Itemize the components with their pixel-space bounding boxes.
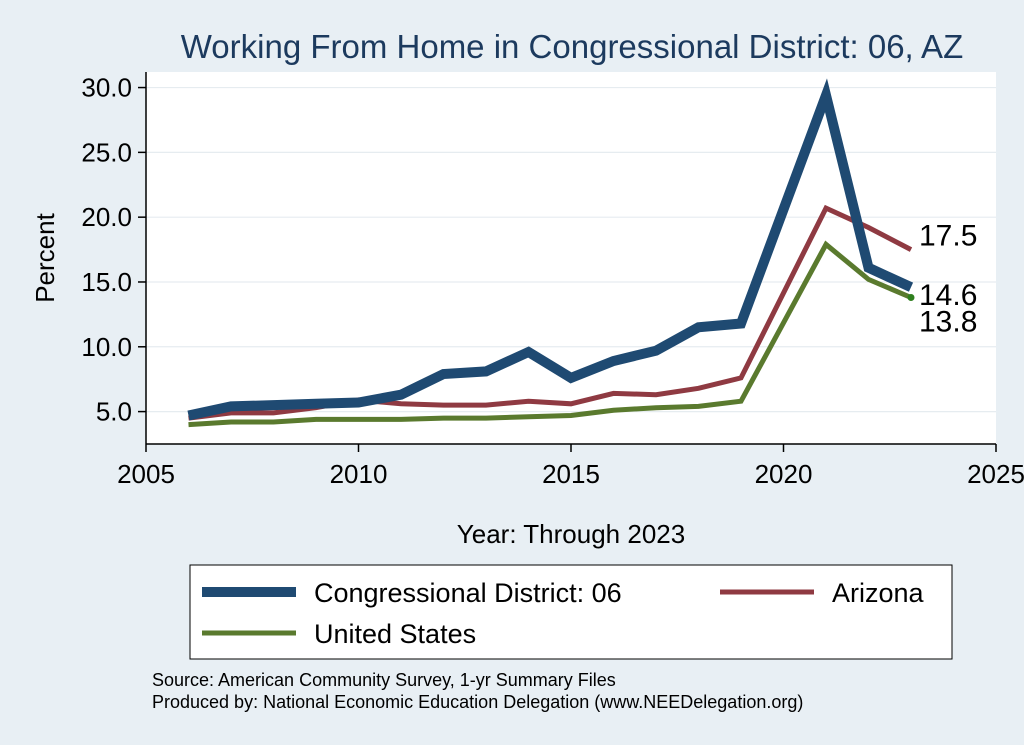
legend-box bbox=[189, 564, 953, 660]
chart-title: Working From Home in Congressional Distr… bbox=[181, 28, 963, 65]
end-label-arizona: 17.5 bbox=[919, 220, 977, 253]
series-end-marker bbox=[907, 294, 915, 302]
end-labels: 14.6 17.5 13.8 bbox=[919, 220, 977, 339]
y-axis-label: Percent bbox=[30, 212, 60, 302]
footer-source: Source: American Community Survey, 1-yr … bbox=[152, 670, 616, 690]
y-tick-label: 15.0 bbox=[81, 267, 132, 297]
x-tick-label: 2015 bbox=[542, 459, 600, 489]
series-layer bbox=[187, 78, 915, 428]
y-tick-label: 20.0 bbox=[81, 202, 132, 232]
end-label-district: 14.6 bbox=[919, 279, 977, 312]
x-tick-label: 2020 bbox=[755, 459, 813, 489]
legend: Congressional District: 06 Arizona Unite… bbox=[189, 564, 953, 660]
y-tick-label: 30.0 bbox=[81, 73, 132, 103]
x-tick-label: 2025 bbox=[967, 459, 1024, 489]
y-tick-label: 10.0 bbox=[81, 332, 132, 362]
series-line-district bbox=[187, 78, 914, 421]
y-axis-ticks: 5.0 10.0 15.0 20.0 25.0 30.0 bbox=[81, 73, 146, 427]
legend-label-district: Congressional District: 06 bbox=[314, 578, 622, 608]
series-line-united-states bbox=[188, 240, 912, 428]
x-tick-label: 2010 bbox=[330, 459, 388, 489]
y-tick-label: 25.0 bbox=[81, 137, 132, 167]
x-axis-ticks: 2005 2010 2015 2020 2025 bbox=[117, 444, 1024, 489]
legend-label-united-states: United States bbox=[314, 619, 476, 649]
end-label-united-states: 13.8 bbox=[919, 306, 977, 339]
footer-produced-by: Produced by: National Economic Education… bbox=[152, 692, 803, 712]
legend-label-arizona: Arizona bbox=[832, 578, 925, 608]
y-tick-label: 5.0 bbox=[96, 397, 132, 427]
x-axis-label: Year: Through 2023 bbox=[457, 519, 685, 549]
series-line-arizona bbox=[188, 204, 913, 421]
x-tick-label: 2005 bbox=[117, 459, 175, 489]
